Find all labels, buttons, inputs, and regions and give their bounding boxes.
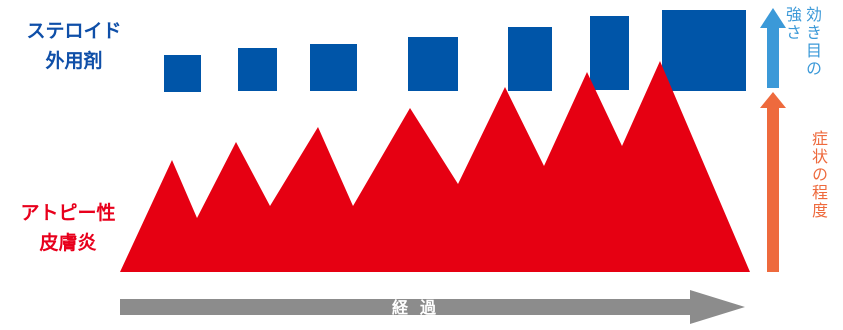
steroid-label-line2: 外用剤 bbox=[45, 50, 103, 72]
effect-arrow-icon bbox=[760, 8, 786, 88]
steroid-square-5 bbox=[508, 27, 552, 91]
effect-strength-label-col1: 効き目の bbox=[803, 6, 822, 78]
time-label: 経過 bbox=[391, 298, 448, 317]
steroid-strength-squares bbox=[164, 10, 746, 92]
symptom-severity-label: 症状の程度 bbox=[809, 130, 828, 220]
steroid-square-7 bbox=[662, 10, 746, 91]
symptom-arrow-icon bbox=[760, 92, 786, 272]
atopy-label-line2: 皮膚炎 bbox=[39, 232, 97, 254]
time-arrow-icon bbox=[120, 290, 745, 324]
steroid-square-4 bbox=[408, 37, 458, 91]
atopy-symptom-peaks bbox=[120, 61, 750, 272]
steroid-square-1 bbox=[164, 55, 201, 92]
steroid-square-2 bbox=[238, 48, 277, 91]
effect-strength-label-col2: 強さ bbox=[783, 6, 802, 42]
steroid-label-line1: ステロイド bbox=[26, 20, 122, 42]
atopy-label-line1: アトピー性 bbox=[20, 202, 116, 224]
steroid-square-6 bbox=[590, 16, 629, 90]
atopy-label: アトピー性 皮膚炎 bbox=[8, 198, 128, 258]
steroid-square-3 bbox=[310, 44, 357, 91]
steroid-label: ステロイド 外用剤 bbox=[14, 16, 134, 76]
